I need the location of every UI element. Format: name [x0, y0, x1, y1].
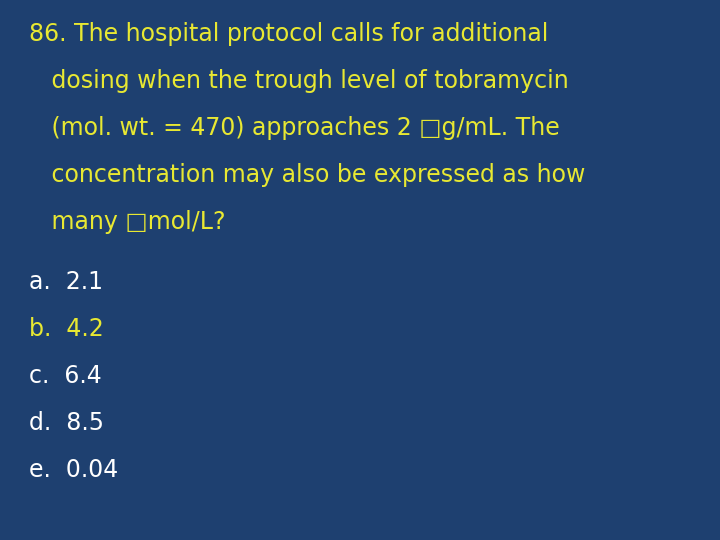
Text: a.  2.1: a. 2.1 — [29, 270, 103, 294]
Text: d.  8.5: d. 8.5 — [29, 411, 104, 435]
Text: e.  0.04: e. 0.04 — [29, 458, 118, 482]
Text: c.  6.4: c. 6.4 — [29, 364, 102, 388]
Text: concentration may also be expressed as how: concentration may also be expressed as h… — [29, 163, 585, 186]
Text: b.  4.2: b. 4.2 — [29, 317, 104, 341]
Text: many □mol/L?: many □mol/L? — [29, 210, 225, 233]
Text: 86. The hospital protocol calls for additional: 86. The hospital protocol calls for addi… — [29, 22, 548, 45]
Text: dosing when the trough level of tobramycin: dosing when the trough level of tobramyc… — [29, 69, 569, 92]
Text: (mol. wt. = 470) approaches 2 □g/mL. The: (mol. wt. = 470) approaches 2 □g/mL. The — [29, 116, 559, 139]
